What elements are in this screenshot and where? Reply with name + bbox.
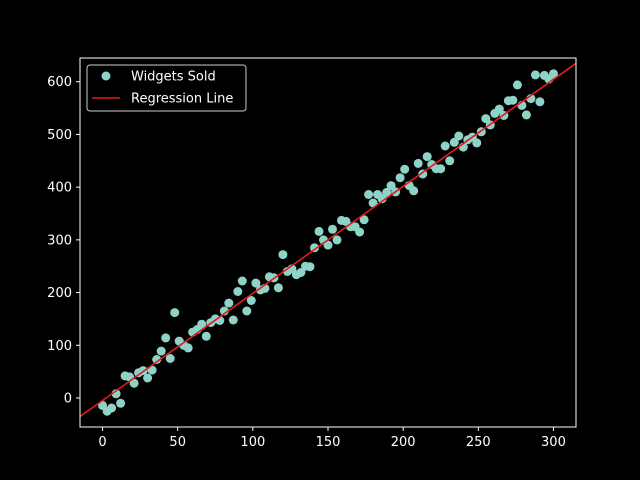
data-point [409,186,419,196]
data-point [521,110,531,120]
data-point [377,194,387,204]
data-point [251,278,261,288]
legend: Widgets Sold Regression Line [86,64,247,112]
data-point [508,95,518,105]
data-point [165,354,175,363]
data-point [494,104,504,114]
data-point [147,365,157,375]
data-point [449,137,459,147]
data-point [535,97,545,107]
y-tick-label: 600 [47,75,72,90]
data-point [237,276,247,286]
data-point [481,114,491,124]
data-point [328,224,337,234]
data-point [530,70,540,80]
x-tick-label: 0 [98,435,106,450]
data-point [445,156,455,166]
data-point [386,181,396,191]
data-point [332,235,342,245]
data-point [201,331,211,341]
data-point [224,298,234,308]
data-point [296,268,306,277]
y-tick-label: 500 [47,128,72,143]
data-point [273,283,283,293]
y-tick-label: 300 [47,233,72,248]
data-point [170,308,180,318]
x-tick-label: 50 [169,435,186,450]
data-point [116,398,126,408]
data-point [152,355,162,364]
data-point [197,319,207,329]
data-point [440,141,450,151]
data-point [228,315,238,325]
data-point [323,240,333,250]
y-tick-label: 400 [47,181,72,196]
data-point [395,173,405,183]
data-point [364,190,374,199]
data-point [246,296,256,305]
x-tick-label: 250 [466,435,491,450]
data-point [454,131,464,141]
regression-line [79,62,577,418]
data-point [219,306,229,316]
legend-box [86,64,247,112]
data-point [156,346,166,356]
data-point [422,152,432,162]
data-point [549,69,558,79]
data-point [161,333,171,343]
data-point [436,164,446,174]
y-axis: 0 100 200 300 400 500 600 [47,75,80,407]
legend-label-regression-line: Regression Line [131,92,233,107]
y-tick-label: 200 [47,286,72,301]
data-point [310,243,319,253]
legend-label-widgets-sold: Widgets Sold [131,70,216,85]
data-point [107,403,117,413]
data-point [314,226,324,236]
data-point [233,287,243,296]
data-point [355,227,365,237]
data-point [413,158,423,168]
legend-marker-widgets-sold [101,71,111,81]
x-axis: 0 50 100 150 200 250 300 [98,427,566,450]
data-point [143,373,153,383]
data-point [400,164,410,174]
data-point [512,80,522,90]
x-tick-label: 100 [240,435,265,450]
data-point [129,378,139,388]
data-point [183,343,193,353]
data-point [242,306,252,316]
data-point [359,215,369,225]
data-point [305,262,315,272]
x-tick-label: 200 [391,435,416,450]
y-tick-label: 0 [64,392,72,407]
x-tick-label: 300 [541,435,566,450]
data-point [382,187,392,197]
y-tick-label: 100 [47,339,72,354]
x-tick-label: 150 [316,435,341,450]
data-point [472,138,482,148]
data-point [278,250,288,260]
